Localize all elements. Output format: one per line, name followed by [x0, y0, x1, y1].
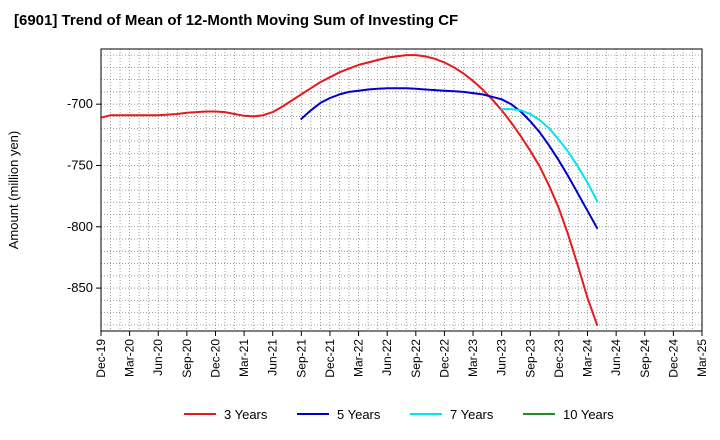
y-axis: -700 -750 -800 -850 [67, 96, 101, 295]
x-tick-label: Jun-24 [609, 339, 623, 376]
plot-area-frame [100, 48, 703, 332]
x-tick-label: Mar-23 [466, 339, 480, 377]
series-line-5-years [300, 87, 599, 229]
legend-label: 3 Years [224, 407, 268, 422]
y-tick-label: -800 [67, 219, 93, 234]
x-tick-label: Jun-21 [266, 339, 280, 376]
x-tick-label: Dec-20 [208, 339, 222, 378]
x-tick-label: Dec-23 [552, 339, 566, 378]
x-tick-label: Dec-19 [94, 339, 108, 378]
x-tick-label: Dec-21 [323, 339, 337, 378]
x-tick-label: Sep-20 [180, 339, 194, 378]
x-tick-label: Mar-25 [695, 339, 709, 377]
y-tick-label: -700 [67, 96, 93, 111]
series-line-7-years [500, 108, 599, 202]
x-tick-label: Jun-22 [380, 339, 394, 376]
x-tick-label: Dec-22 [437, 339, 451, 378]
x-tick-label: Sep-22 [409, 339, 423, 378]
legend-label: 7 Years [450, 407, 494, 422]
x-tick-label: Sep-24 [638, 339, 652, 378]
x-tick-label: Mar-21 [237, 339, 251, 377]
x-tick-label: Mar-22 [352, 339, 366, 377]
x-axis: Dec-19 Mar-20 Jun-20 Sep-20 Dec-20 Mar-21 Jun-… [94, 331, 709, 378]
series-line-3-years [100, 54, 599, 326]
x-tick-label: Mar-24 [581, 339, 595, 377]
x-tick-label: Jun-23 [495, 339, 509, 376]
chart-title: [6901] Trend of Mean of 12-Month Moving … [14, 12, 459, 29]
series-layer [100, 54, 599, 326]
x-tick-label: Mar-20 [123, 339, 137, 377]
x-tick-label: Jun-20 [151, 339, 165, 376]
legend-label: 10 Years [563, 407, 614, 422]
x-tick-label: Sep-23 [523, 339, 537, 378]
y-tick-label: -750 [67, 157, 93, 172]
legend: 3 Years 5 Years 7 Years 10 Years [184, 407, 614, 422]
x-tick-label: Sep-21 [294, 339, 308, 378]
grid [101, 49, 702, 331]
y-axis-label: Amount (million yen) [6, 131, 21, 250]
x-tick-label: Dec-24 [666, 339, 680, 378]
y-tick-label: -850 [67, 280, 93, 295]
legend-label: 5 Years [337, 407, 381, 422]
